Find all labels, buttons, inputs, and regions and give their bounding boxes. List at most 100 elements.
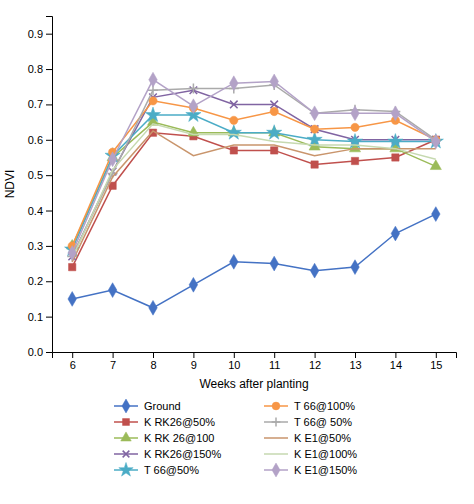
tick-label: 0.9 (28, 28, 43, 40)
point-marker (311, 125, 319, 133)
legend-swatch (264, 437, 288, 439)
legend-label: K E1@150% (294, 464, 357, 476)
point-marker (189, 99, 198, 114)
series (68, 72, 440, 260)
point-marker (270, 107, 278, 115)
point-marker (392, 154, 399, 161)
series (67, 80, 440, 261)
legend-label: K E1@100% (294, 448, 357, 460)
point-marker (145, 107, 160, 121)
tick-mark (193, 352, 194, 358)
legend-item: T 66@ 50% (264, 416, 352, 428)
point-marker (68, 292, 77, 307)
point-marker (310, 106, 319, 121)
tick-mark (46, 352, 52, 353)
tick-label: 0.8 (28, 63, 43, 75)
tick-label: 15 (430, 359, 442, 371)
point-marker (149, 300, 158, 315)
series (67, 116, 442, 249)
legend-marker (122, 399, 130, 413)
legend-item: K E1@50% (264, 432, 351, 444)
tick: 14 (390, 352, 402, 371)
tick: 9 (191, 352, 197, 371)
point-marker (68, 246, 77, 261)
tick: 0.2 (28, 275, 52, 287)
tick-mark (153, 352, 154, 358)
tick-mark (355, 352, 356, 358)
point-marker (230, 76, 239, 91)
point-marker (311, 161, 318, 168)
series-line (72, 101, 436, 246)
tick: 13 (349, 352, 361, 371)
series (65, 107, 444, 256)
tick: 0.0 (28, 346, 52, 358)
tick-label: 13 (349, 359, 361, 371)
chart: 67891011121314150.00.10.20.30.40.50.60.7… (0, 0, 474, 504)
point-marker (230, 101, 238, 109)
tick-mark (46, 175, 52, 176)
legend-marker (272, 418, 281, 427)
legend-item: K RK 26@100 (114, 432, 215, 444)
point-marker (271, 147, 278, 154)
legend-item: K E1@100% (264, 448, 357, 460)
tick-label: 0.3 (28, 240, 43, 252)
tick-label: 11 (269, 359, 280, 371)
point-marker (149, 97, 157, 105)
tick: 0.6 (28, 134, 52, 146)
series (72, 124, 436, 258)
x-axis: 6789101112131415 (53, 352, 457, 371)
tick: 0.5 (28, 169, 52, 181)
point-marker (432, 134, 441, 149)
tick-mark (234, 352, 235, 358)
point-marker (270, 74, 279, 89)
series (72, 131, 436, 262)
series (68, 207, 440, 315)
tick-label: 9 (191, 359, 197, 371)
series-line (72, 131, 436, 262)
point-marker (351, 123, 359, 131)
tick: 0.9 (28, 28, 52, 40)
tick-label: 6 (70, 359, 76, 371)
point-marker (391, 226, 400, 241)
legend-item: T 66@50% (114, 462, 199, 476)
point-marker (270, 256, 279, 271)
point-marker (310, 125, 318, 133)
tick: 0.8 (28, 63, 52, 75)
legend-label: K RK26@150% (144, 448, 221, 460)
tick: 0.7 (28, 98, 52, 110)
point-marker (351, 260, 360, 275)
x-axis-title: Weeks after planting (199, 377, 308, 391)
series-line (72, 80, 436, 253)
tick-label: 0.6 (28, 134, 43, 146)
tick-label: 0.1 (28, 311, 43, 323)
point-marker (108, 152, 117, 167)
point-marker (430, 160, 441, 170)
tick: 0.1 (28, 311, 52, 323)
tick: 6 (70, 352, 76, 371)
tick-mark (46, 104, 52, 105)
tick-label: 12 (309, 359, 321, 371)
tick: 8 (150, 352, 156, 371)
point-marker (388, 134, 403, 148)
point-marker (230, 116, 238, 124)
legend-item: K RK26@50% (114, 416, 215, 428)
legend-marker (121, 432, 132, 441)
legend-label: T 66@50% (144, 464, 199, 476)
point-marker (267, 125, 282, 139)
tick-mark (274, 352, 275, 358)
point-marker (226, 125, 241, 139)
tick-mark (46, 69, 52, 70)
tick-mark (46, 140, 52, 141)
tick-label: 14 (390, 359, 402, 371)
legend-label: K RK 26@100 (144, 432, 215, 444)
point-marker (230, 147, 237, 154)
series-line (72, 124, 436, 258)
legend: GroundK RK26@50%K RK 26@100K RK26@150%T … (114, 399, 357, 477)
tick: 0.3 (28, 240, 52, 252)
series-line (72, 90, 436, 256)
tick-mark (46, 246, 52, 247)
point-marker (149, 72, 158, 87)
point-marker (310, 263, 319, 278)
y-axis-title: NDVI (3, 170, 17, 199)
series-line (72, 85, 436, 257)
